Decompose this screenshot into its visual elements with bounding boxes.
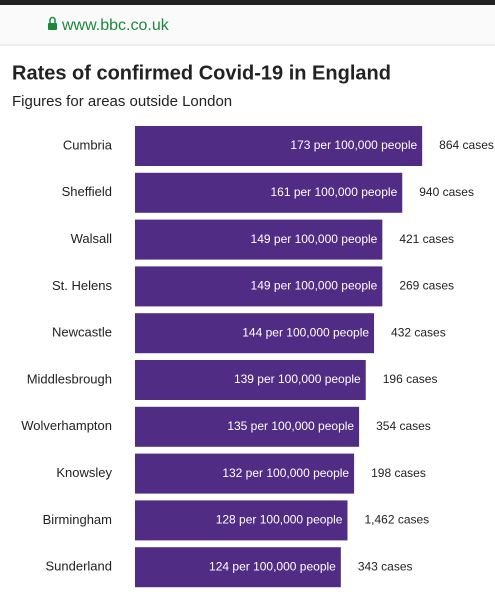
case-label: 421 cases [399, 232, 454, 246]
category-label: Sunderland [46, 559, 113, 574]
bar [135, 453, 355, 494]
bar [135, 406, 360, 447]
url[interactable]: www.bbc.co.uk [61, 17, 170, 34]
chart-title: Rates of confirmed Covid-19 in England [12, 62, 391, 84]
lock-icon [48, 16, 57, 30]
category-label: Wolverhampton [21, 418, 112, 433]
case-label: 864 cases [439, 138, 494, 152]
category-label: St. Helens [52, 278, 112, 293]
case-label: 269 cases [399, 279, 454, 293]
case-label: 940 cases [419, 185, 474, 199]
bar [135, 547, 341, 588]
value-label: 173 per 100,000 people [290, 138, 417, 152]
address-bar[interactable] [0, 5, 495, 45]
bar [135, 313, 375, 354]
bar [135, 126, 423, 166]
case-label: 196 cases [383, 372, 438, 386]
case-label: 432 cases [391, 325, 446, 339]
case-label: 198 cases [371, 466, 426, 480]
bar [135, 360, 366, 400]
value-label: 144 per 100,000 people [242, 325, 369, 339]
value-label: 132 per 100,000 people [222, 466, 349, 480]
category-label: Knowsley [56, 465, 112, 480]
bar [135, 219, 383, 260]
top-strip [0, 0, 495, 5]
category-label: Sheffield [62, 184, 112, 199]
bar [135, 266, 383, 307]
value-label: 135 per 100,000 people [227, 419, 354, 433]
value-label: 149 per 100,000 people [251, 279, 378, 293]
category-label: Birmingham [43, 512, 112, 527]
chart-subtitle: Figures for areas outside London [12, 93, 232, 110]
category-label: Cumbria [63, 137, 113, 152]
bar [135, 172, 403, 213]
value-label: 139 per 100,000 people [234, 372, 361, 386]
case-label: 1,462 cases [364, 513, 429, 527]
category-label: Newcastle [52, 325, 112, 340]
value-label: 128 per 100,000 people [216, 513, 343, 527]
category-label: Walsall [71, 231, 113, 246]
value-label: 124 per 100,000 people [209, 559, 336, 573]
value-label: 161 per 100,000 people [270, 185, 397, 199]
case-label: 343 cases [358, 559, 413, 573]
bar [135, 500, 348, 541]
category-label: Middlesbrough [27, 371, 112, 386]
value-label: 149 per 100,000 people [251, 232, 378, 246]
case-label: 354 cases [376, 419, 431, 433]
